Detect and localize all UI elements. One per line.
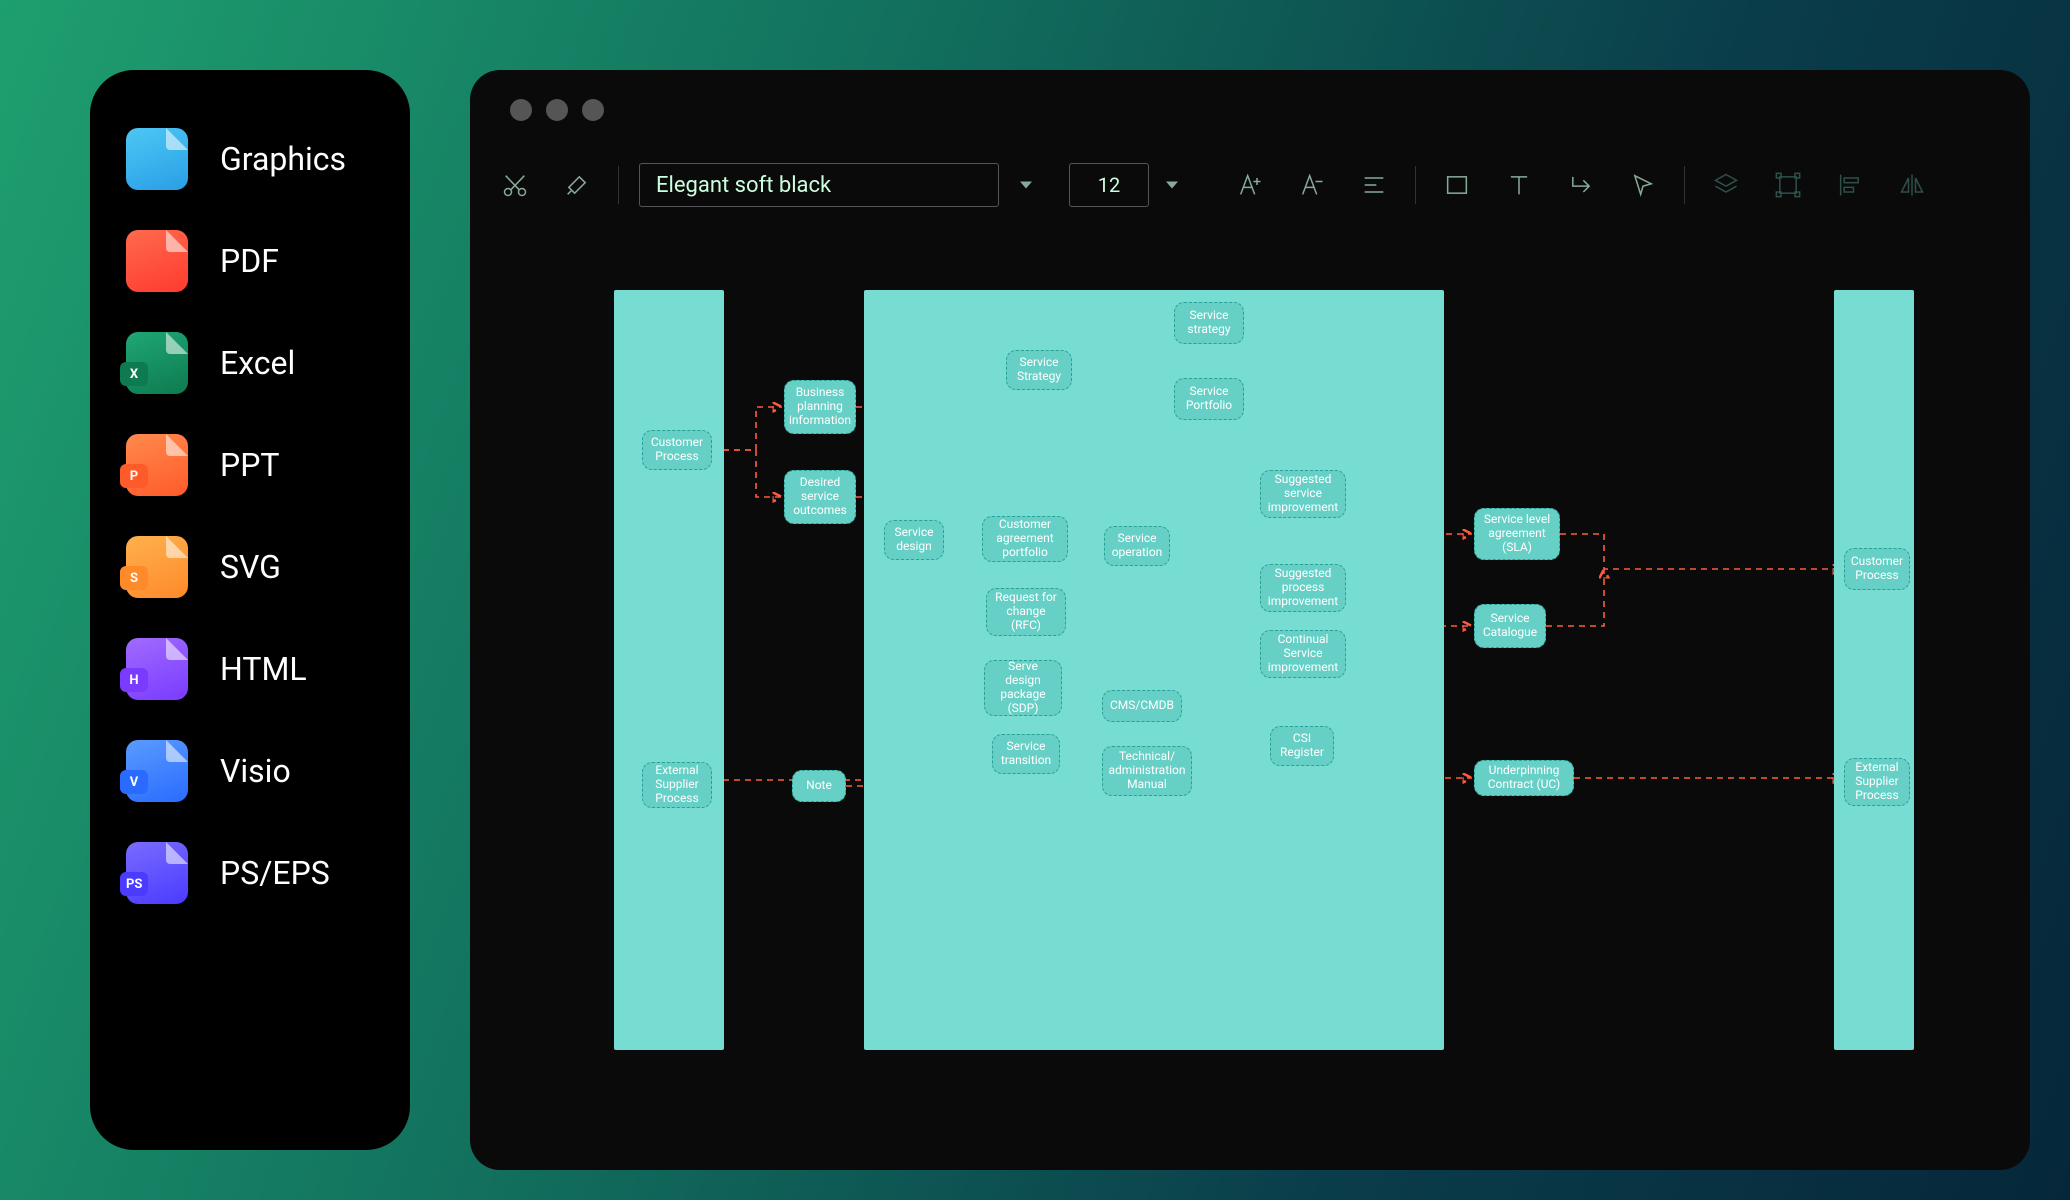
export-item-label: Graphics: [220, 140, 346, 178]
export-item-label: PS/EPS: [220, 854, 330, 892]
flow-node-svc_trans[interactable]: Service transition: [992, 734, 1060, 774]
align-left-icon[interactable]: [1829, 164, 1871, 206]
group-icon[interactable]: [1767, 164, 1809, 206]
align-icon[interactable]: [1353, 164, 1395, 206]
diagram-canvas[interactable]: Service strategy Service Strategy Service …: [494, 230, 2006, 1146]
flow-node-sdp[interactable]: Serve design package (SDP): [984, 660, 1062, 716]
flow-node-cap[interactable]: Customer agreement portfolio: [982, 516, 1068, 562]
html-file-icon: H: [126, 638, 188, 700]
flow-node-svc_cat[interactable]: Service Catalogue: [1474, 604, 1546, 648]
window-titlebar: [470, 70, 2030, 150]
file-badge: S: [120, 566, 148, 590]
chevron-down-icon: [1166, 182, 1178, 189]
editor-window: Elegant soft black 12: [470, 70, 2030, 1170]
flow-node-dso[interactable]: Desired service outcomes: [784, 470, 856, 524]
window-minimize-icon[interactable]: [546, 99, 568, 121]
export-item-excel[interactable]: X Excel: [126, 332, 374, 394]
flow-node-bpi[interactable]: Business planning information: [784, 380, 856, 434]
font-size-value: 12: [1098, 173, 1120, 197]
flow-node-tam[interactable]: Technical/ administration Manual: [1102, 746, 1192, 796]
toolbar-divider: [618, 166, 619, 204]
flow-node-ext_sup_r[interactable]: External Supplier Process: [1844, 758, 1910, 806]
flow-node-csi_reg[interactable]: CSI Register: [1270, 726, 1334, 766]
font-family-select[interactable]: Elegant soft black: [639, 163, 999, 207]
window-zoom-icon[interactable]: [582, 99, 604, 121]
export-item-html[interactable]: H HTML: [126, 638, 374, 700]
flow-node-cust_proc_r[interactable]: Customer Process: [1844, 548, 1910, 590]
cut-icon[interactable]: [494, 164, 536, 206]
toolbar: Elegant soft black 12: [470, 150, 2030, 220]
file-badge: H: [120, 668, 148, 692]
flow-node-svc_design[interactable]: Service design: [884, 520, 944, 560]
shape-rect-icon[interactable]: [1436, 164, 1478, 206]
pseps-file-icon: PS: [126, 842, 188, 904]
export-panel: GraphicsPDFXExcelPPPTSSVGHHTMLVVisioPSPS…: [90, 70, 410, 1150]
text-tool-icon[interactable]: [1498, 164, 1540, 206]
flow-node-svc_strategy[interactable]: Service Strategy: [1006, 350, 1072, 390]
toolbar-divider: [1684, 166, 1685, 204]
layers-icon[interactable]: [1705, 164, 1747, 206]
font-family-value: Elegant soft black: [656, 173, 831, 198]
file-badge: PS: [120, 872, 148, 896]
flow-node-uc[interactable]: Underpinning Contract (UC): [1474, 760, 1574, 796]
flow-node-csi[interactable]: Continual Service improvement: [1260, 630, 1346, 678]
file-badge: P: [120, 464, 148, 488]
font-decrease-icon[interactable]: [1291, 164, 1333, 206]
export-item-ppt[interactable]: P PPT: [126, 434, 374, 496]
flow-edge: [1546, 569, 1604, 626]
flow-node-ext_sup_l[interactable]: External Supplier Process: [642, 762, 712, 808]
export-item-label: PPT: [220, 446, 279, 484]
export-item-visio[interactable]: V Visio: [126, 740, 374, 802]
pdf-file-icon: [126, 230, 188, 292]
swimlane[interactable]: [614, 290, 724, 1050]
swimlane[interactable]: [1834, 290, 1914, 1050]
flow-node-rfc[interactable]: Request for change (RFC): [986, 588, 1066, 636]
visio-file-icon: V: [126, 740, 188, 802]
chevron-down-icon: [1020, 182, 1032, 189]
export-item-svg[interactable]: S SVG: [126, 536, 374, 598]
flow-node-cust_proc_l[interactable]: Customer Process: [642, 430, 712, 470]
font-size-select[interactable]: 12: [1069, 163, 1149, 207]
graphics-file-icon: [126, 128, 188, 190]
window-close-icon[interactable]: [510, 99, 532, 121]
svg-file-icon: S: [126, 536, 188, 598]
ppt-file-icon: P: [126, 434, 188, 496]
format-painter-icon[interactable]: [556, 164, 598, 206]
font-increase-icon[interactable]: [1229, 164, 1271, 206]
file-badge: X: [120, 362, 148, 386]
export-item-pseps[interactable]: PS PS/EPS: [126, 842, 374, 904]
flow-node-svc_strategy_top[interactable]: Service strategy: [1174, 302, 1244, 344]
flip-icon[interactable]: [1891, 164, 1933, 206]
connector-icon[interactable]: [1560, 164, 1602, 206]
pointer-icon[interactable]: [1622, 164, 1664, 206]
flow-node-sugg_svc_imp[interactable]: Suggested service improvement: [1260, 470, 1346, 518]
flow-edge: [1560, 534, 1842, 569]
excel-file-icon: X: [126, 332, 188, 394]
flow-node-note[interactable]: Note: [792, 770, 846, 802]
export-item-label: SVG: [220, 548, 281, 586]
flow-node-sla[interactable]: Service level agreement (SLA): [1474, 508, 1560, 560]
flow-node-sugg_proc_imp[interactable]: Suggested process improvement: [1260, 564, 1346, 612]
export-item-pdf[interactable]: PDF: [126, 230, 374, 292]
file-badge: V: [120, 770, 148, 794]
flow-node-svc_portfolio[interactable]: Service Portfolio: [1174, 378, 1244, 420]
export-item-graphics[interactable]: Graphics: [126, 128, 374, 190]
pool[interactable]: [864, 290, 1444, 1050]
export-item-label: Excel: [220, 344, 295, 382]
toolbar-divider: [1415, 166, 1416, 204]
export-item-label: HTML: [220, 650, 307, 688]
export-item-label: Visio: [220, 752, 291, 790]
flow-node-svc_op[interactable]: Service operation: [1104, 526, 1170, 566]
export-item-label: PDF: [220, 242, 279, 280]
flow-node-cms[interactable]: CMS/CMDB: [1102, 690, 1182, 722]
